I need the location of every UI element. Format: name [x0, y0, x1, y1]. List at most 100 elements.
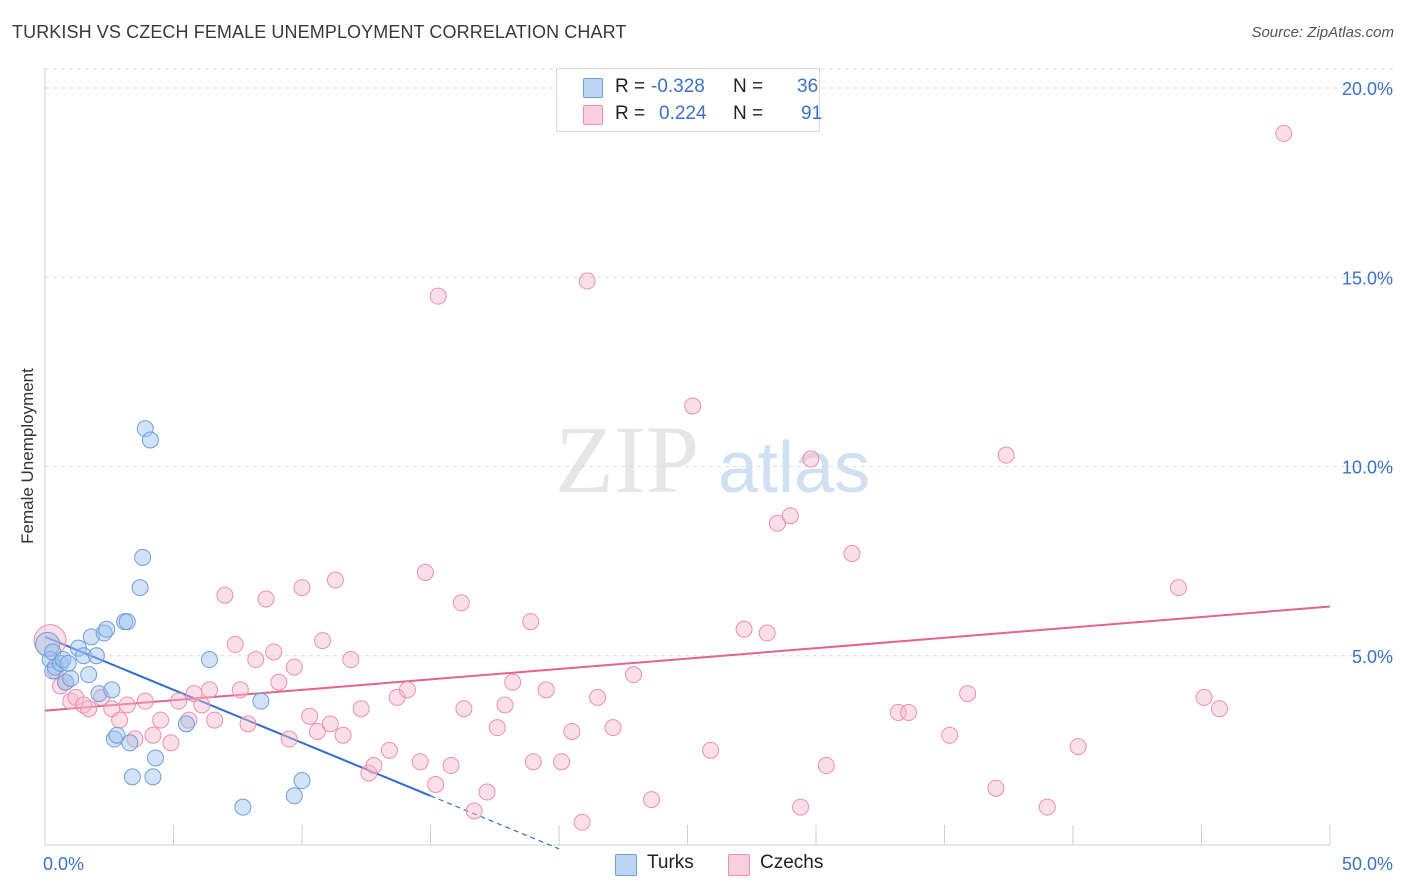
- data-point-czechs: [589, 688, 607, 706]
- watermark: ZIP atlas: [555, 406, 870, 513]
- data-point-czechs: [465, 802, 483, 820]
- data-point-czechs: [365, 757, 383, 775]
- data-point-czechs: [321, 715, 339, 733]
- data-point-czechs: [524, 753, 542, 771]
- data-point-czechs: [308, 722, 326, 740]
- legend-r-label: R =: [615, 103, 646, 124]
- data-point-czechs: [280, 730, 298, 748]
- data-point-czechs: [900, 704, 918, 722]
- data-point-czechs: [314, 632, 332, 650]
- x-tick-label: 50.0%: [1342, 854, 1393, 874]
- data-point-turks: [147, 749, 165, 767]
- data-point-czechs: [553, 753, 571, 771]
- data-point-czechs: [768, 514, 786, 532]
- data-point-czechs: [427, 775, 445, 793]
- data-point-czechs: [684, 397, 702, 415]
- data-points: [33, 124, 1293, 831]
- source-label: Source: ZipAtlas.com: [1251, 24, 1394, 41]
- data-point-czechs: [231, 681, 249, 699]
- legend-swatch-czechs: [583, 105, 603, 125]
- data-point-turks: [293, 772, 311, 790]
- data-point-czechs: [226, 635, 244, 653]
- legend-n-value: 36: [797, 76, 819, 97]
- grid: [45, 68, 1394, 657]
- data-point-czechs: [352, 700, 370, 718]
- data-point-turks: [82, 628, 100, 646]
- data-point-turks: [108, 726, 126, 744]
- data-point-czechs: [193, 696, 211, 714]
- data-point-czechs: [380, 741, 398, 759]
- data-point-czechs: [136, 692, 154, 710]
- data-point-czechs: [781, 507, 799, 525]
- legend-r-label: R =: [615, 76, 646, 97]
- bottom-legend-label-turks: Turks: [647, 852, 694, 873]
- data-point-turks: [177, 715, 195, 733]
- data-point-turks: [103, 681, 121, 699]
- data-point-czechs: [200, 681, 218, 699]
- data-point-czechs: [334, 726, 352, 744]
- data-point-czechs: [573, 813, 591, 831]
- data-point-czechs: [817, 757, 835, 775]
- data-point-czechs: [257, 590, 275, 608]
- data-point-turks: [118, 613, 136, 631]
- data-point-turks: [200, 651, 218, 669]
- chart-title: TURKISH VS CZECH FEMALE UNEMPLOYMENT COR…: [12, 22, 627, 42]
- data-point-czechs: [170, 692, 188, 710]
- data-point-czechs: [488, 719, 506, 737]
- data-point-turks: [59, 654, 77, 672]
- data-point-turks: [98, 620, 116, 638]
- trend-line-extension-turks: [430, 795, 560, 850]
- data-point-czechs: [537, 681, 555, 699]
- data-point-czechs: [1210, 700, 1228, 718]
- data-point-czechs: [285, 658, 303, 676]
- legend-n-label: N =: [733, 76, 764, 97]
- data-point-czechs: [265, 643, 283, 661]
- data-point-czechs: [80, 700, 98, 718]
- watermark-zip: ZIP: [555, 406, 699, 513]
- data-point-turks: [134, 548, 152, 566]
- data-point-czechs: [118, 696, 136, 714]
- legend-n-label: N =: [733, 103, 764, 124]
- data-point-czechs: [1069, 738, 1087, 756]
- data-point-czechs: [758, 624, 776, 642]
- data-point-czechs: [442, 757, 460, 775]
- data-point-czechs: [735, 620, 753, 638]
- data-point-czechs: [144, 726, 162, 744]
- data-point-czechs: [326, 571, 344, 589]
- data-point-czechs: [455, 700, 473, 718]
- data-point-turks: [35, 631, 61, 657]
- legend-r-value: 0.224: [659, 103, 707, 124]
- data-point-turks: [75, 647, 93, 665]
- data-point-turks: [62, 669, 80, 687]
- tick-labels: 5.0% 10.0% 15.0% 20.0% 0.0% 50.0%: [43, 79, 1393, 874]
- data-point-czechs: [843, 545, 861, 563]
- axes: [44, 68, 1331, 846]
- legend-swatch-turks: [583, 78, 603, 98]
- data-point-czechs: [802, 450, 820, 468]
- watermark-atlas: atlas: [718, 428, 870, 508]
- data-point-turks: [234, 798, 252, 816]
- data-point-czechs: [987, 779, 1005, 797]
- data-point-turks: [123, 768, 141, 786]
- data-point-turks: [141, 431, 159, 449]
- data-point-czechs: [522, 613, 540, 631]
- data-point-czechs: [625, 666, 643, 684]
- y-tick-label: 20.0%: [1342, 79, 1393, 99]
- data-point-czechs: [239, 715, 257, 733]
- data-point-turks: [285, 787, 303, 805]
- bottom-legend-swatch-turks: [615, 854, 637, 876]
- data-point-czechs: [416, 563, 434, 581]
- data-point-czechs: [997, 446, 1015, 464]
- data-point-turks: [121, 734, 139, 752]
- legend-r-value: -0.328: [651, 76, 705, 97]
- data-point-czechs: [247, 651, 265, 669]
- data-point-czechs: [604, 719, 622, 737]
- data-point-czechs: [792, 798, 810, 816]
- y-tick-label: 15.0%: [1342, 268, 1393, 288]
- data-point-czechs: [270, 673, 288, 691]
- data-point-czechs: [959, 685, 977, 703]
- trend-line-turks: [44, 635, 431, 797]
- data-point-czechs: [152, 711, 170, 729]
- data-point-czechs: [206, 711, 224, 729]
